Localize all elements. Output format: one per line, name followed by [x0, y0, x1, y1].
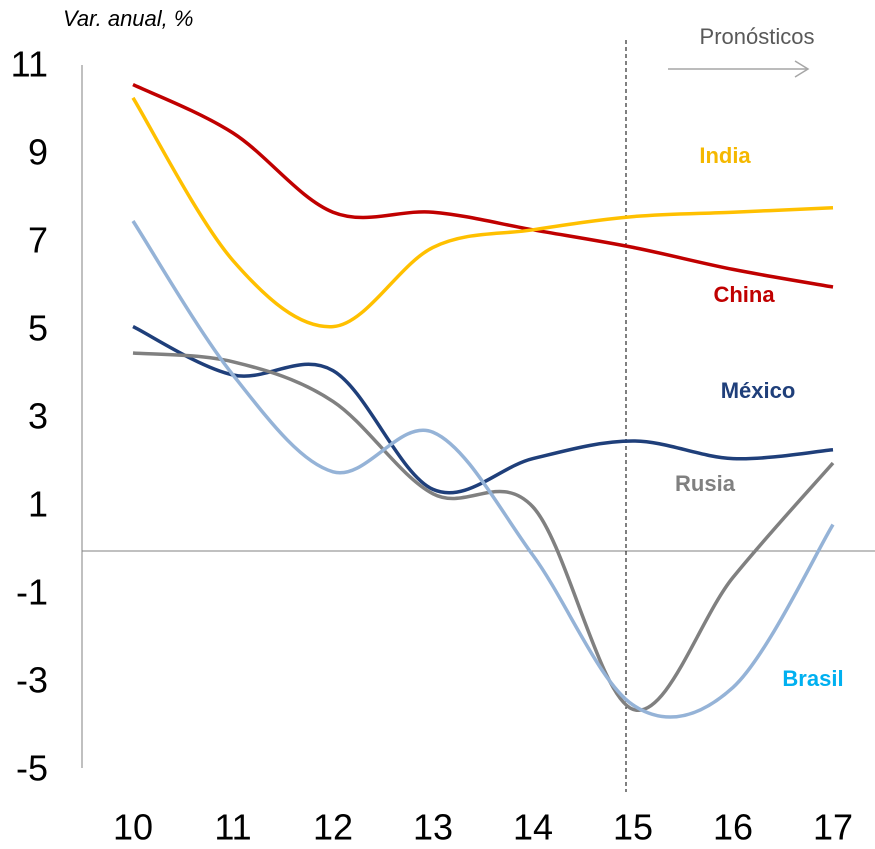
- y-tick-label: 5: [28, 308, 48, 349]
- x-tick-label: 12: [313, 807, 353, 848]
- series-label: India: [699, 143, 751, 168]
- y-tick-label: 7: [28, 220, 48, 261]
- y-tick-label: 11: [11, 44, 48, 85]
- series-line: [131, 96, 834, 329]
- forecast-arrowhead: [794, 60, 810, 78]
- series-label: México: [721, 378, 796, 403]
- y-tick-label: -5: [16, 748, 48, 789]
- y-tick-label: 1: [28, 484, 48, 525]
- series-label: Brasil: [782, 666, 843, 691]
- x-tick-label: 17: [813, 807, 853, 848]
- x-tick-label: 14: [513, 807, 553, 848]
- series-line: [132, 325, 834, 495]
- y-tick-label: 9: [28, 132, 48, 173]
- series-label: Rusia: [675, 471, 736, 496]
- series-line: [131, 220, 835, 719]
- series-label: China: [713, 282, 775, 307]
- forecast-label: Pronósticos: [700, 24, 815, 49]
- x-tick-label: 16: [713, 807, 753, 848]
- x-tick-label: 10: [113, 807, 153, 848]
- x-tick-label: 13: [413, 807, 453, 848]
- y-tick-label: -3: [16, 660, 48, 701]
- y-tick-label: -1: [16, 572, 48, 613]
- x-tick-label: 15: [613, 807, 653, 848]
- subtitle: Var. anual, %: [63, 6, 193, 31]
- x-tick-label: 11: [214, 807, 251, 848]
- series-line: [132, 83, 834, 289]
- series-line: [132, 351, 835, 713]
- y-tick-label: 3: [28, 396, 48, 437]
